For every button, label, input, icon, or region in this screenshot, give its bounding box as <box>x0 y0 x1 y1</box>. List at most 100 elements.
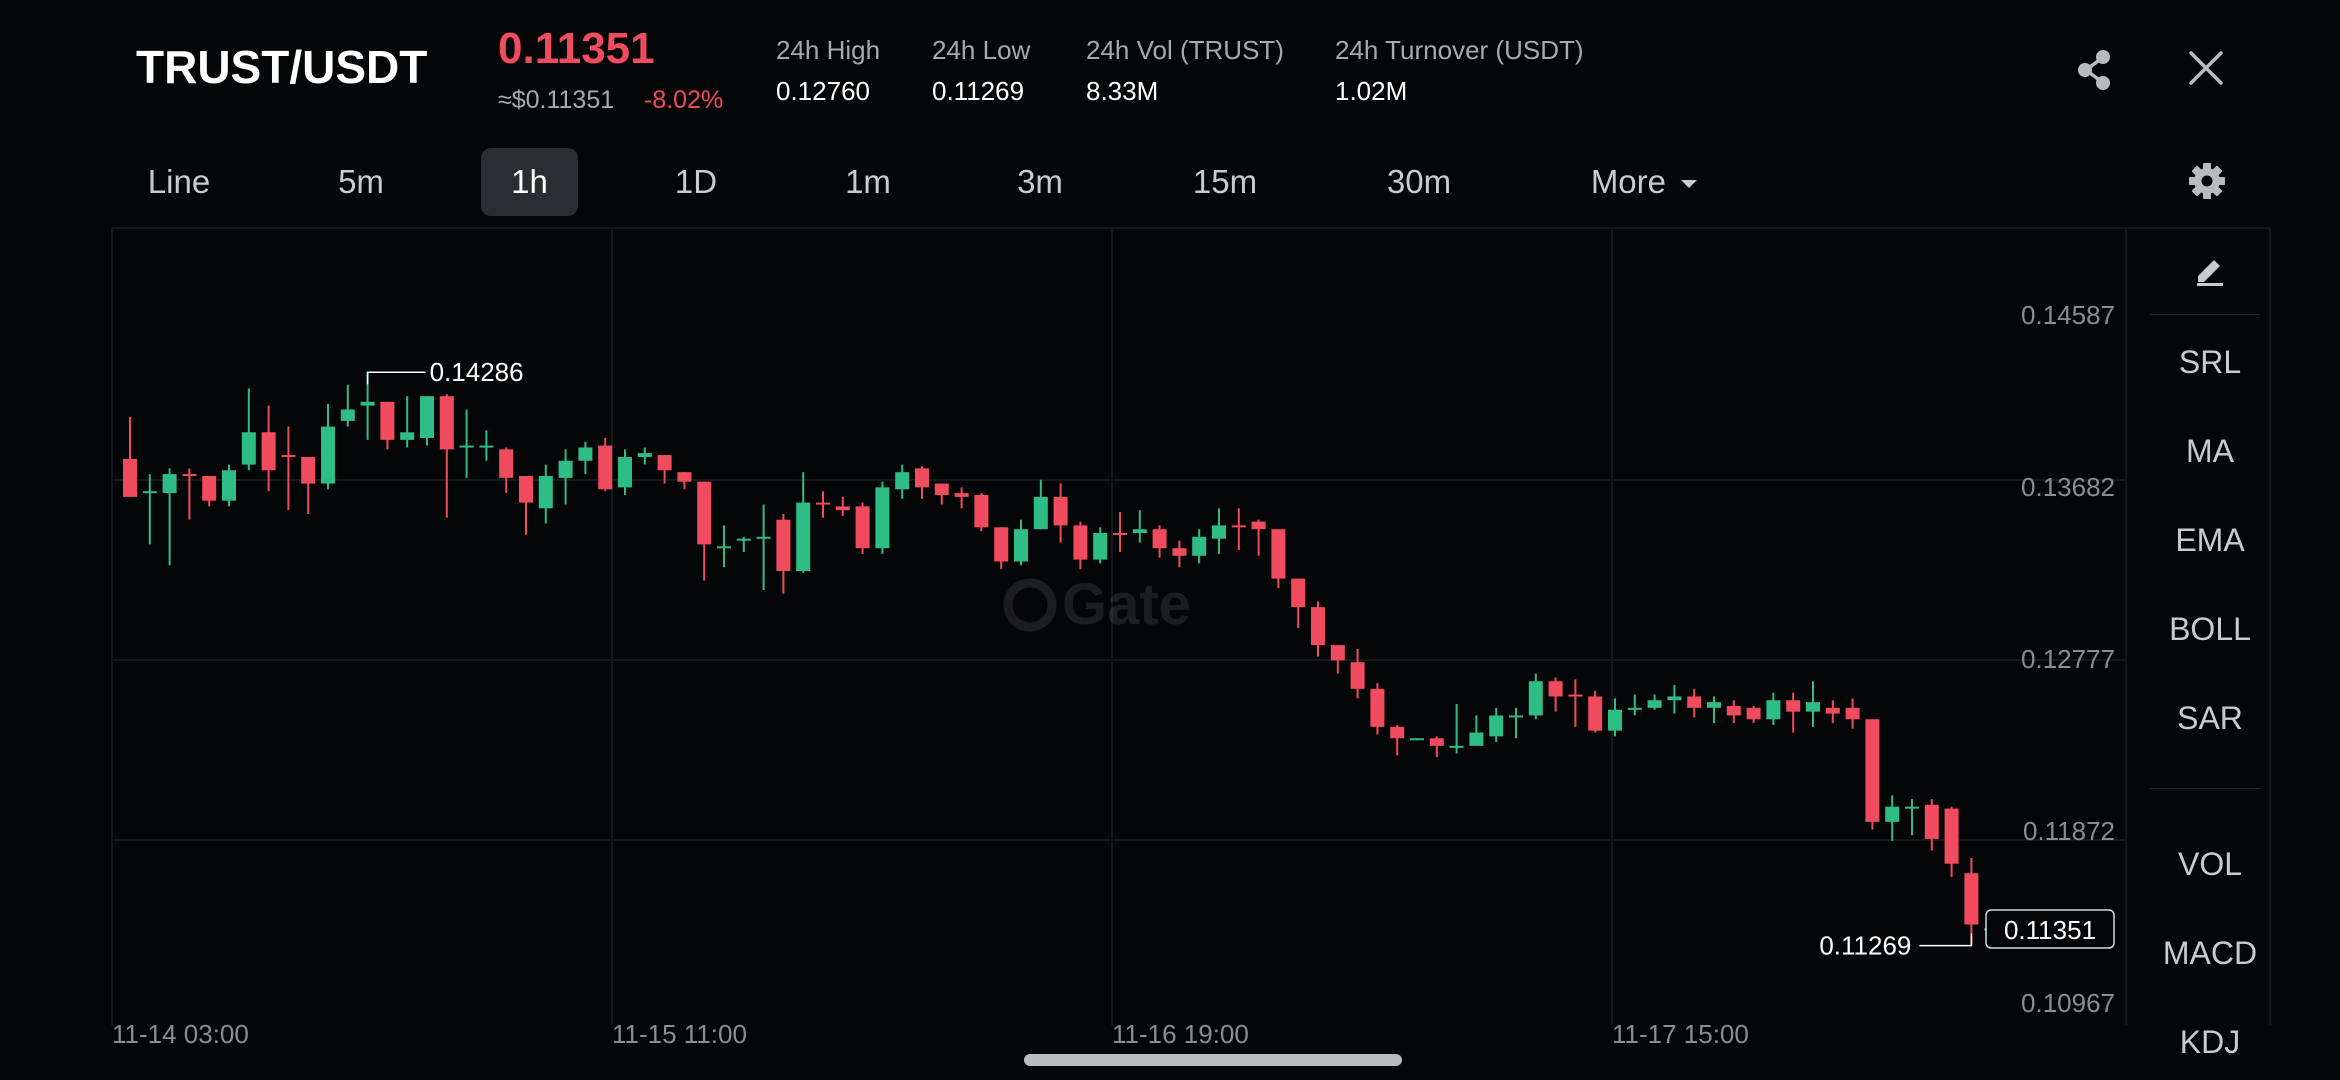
candle-body <box>618 456 632 488</box>
candle-body <box>1410 738 1424 741</box>
candle-body <box>1489 715 1504 737</box>
candle <box>1410 738 1424 741</box>
more-label: More <box>1590 163 1666 200</box>
candle-body <box>360 401 375 406</box>
home-indicator[interactable] <box>1024 1054 1402 1066</box>
indicator-macd[interactable]: MACD <box>2162 935 2258 971</box>
candle <box>855 502 870 554</box>
candle-body <box>1627 707 1642 710</box>
stat-value: 8.33M <box>1086 76 1159 106</box>
candle-body <box>776 519 791 572</box>
candle <box>1687 688 1702 718</box>
stat-label: 24h Turnover (USDT) <box>1335 35 1584 65</box>
candle <box>1568 679 1583 727</box>
candle-body <box>895 472 910 490</box>
candle <box>697 481 712 581</box>
indicator-boll[interactable]: BOLL <box>2169 611 2251 647</box>
candle-body <box>1528 681 1543 716</box>
candle <box>875 481 890 554</box>
candle <box>1390 724 1405 756</box>
candle-body <box>479 445 494 448</box>
candle <box>895 464 910 499</box>
pair-title: TRUST/USDT <box>136 41 428 93</box>
candle-body <box>459 445 474 448</box>
candle <box>499 447 514 494</box>
candle <box>459 409 474 478</box>
price-change: -8.02% <box>644 86 724 114</box>
candle-body <box>875 487 890 549</box>
candle <box>479 430 494 461</box>
candle <box>1152 525 1167 558</box>
candle <box>420 396 434 446</box>
candle <box>1132 510 1147 543</box>
candle-body <box>222 470 236 501</box>
tab-5m[interactable]: 5m <box>338 163 384 200</box>
candle <box>182 468 197 520</box>
x-tick-label: 11-15 11:00 <box>612 1019 747 1049</box>
stat-24h-vol: 24h Vol (TRUST) 8.33M <box>1086 35 1284 107</box>
tab-30m[interactable]: 30m <box>1386 163 1452 200</box>
candle-body <box>1608 709 1622 731</box>
candle-body <box>538 475 553 509</box>
candle-body <box>677 472 692 482</box>
candle-body <box>954 493 969 497</box>
candle <box>301 456 316 514</box>
stat-24h-turnover: 24h Turnover (USDT) 1.02M <box>1335 35 1584 107</box>
candle-body <box>1687 696 1702 708</box>
candle-body <box>994 527 1009 562</box>
candle <box>1528 673 1543 720</box>
tab-1d[interactable]: 1D <box>674 163 718 200</box>
candle <box>1113 512 1127 552</box>
gear-icon[interactable] <box>2186 160 2228 202</box>
indicator-sar[interactable]: SAR <box>2177 700 2243 736</box>
candle <box>1014 519 1028 566</box>
candle-body <box>241 432 256 465</box>
candle-body <box>1370 688 1385 727</box>
share-icon[interactable] <box>2072 48 2120 92</box>
divider <box>2150 314 2260 315</box>
candle <box>439 394 454 518</box>
candle <box>1073 521 1088 570</box>
candle <box>1944 806 1959 877</box>
usd-price: ≈$0.11351 <box>498 86 615 114</box>
caret-down-icon <box>1681 180 1698 189</box>
watermark: Gate <box>1003 572 1191 637</box>
indicator-kdj[interactable]: KDJ <box>2179 1024 2241 1060</box>
tab-1m[interactable]: 1m <box>845 163 891 200</box>
candle-body <box>182 474 197 477</box>
y-tick-label: 0.13682 <box>2021 472 2115 502</box>
stat-label: 24h High <box>776 35 881 65</box>
candle-body <box>1964 873 1979 925</box>
tab-3m[interactable]: 3m <box>1017 163 1063 200</box>
tab-1h[interactable]: 1h <box>481 148 578 216</box>
candles <box>123 371 1999 946</box>
indicator-srl[interactable]: SRL <box>2178 344 2242 380</box>
stat-value: 0.11269 <box>932 76 1025 106</box>
tab-15m[interactable]: 15m <box>1192 163 1258 200</box>
last-price-tag <box>1985 909 2115 949</box>
candle <box>618 449 632 495</box>
candle-body <box>1707 702 1721 708</box>
candle <box>934 483 949 505</box>
candle-body <box>1152 529 1167 549</box>
candle <box>1608 698 1622 737</box>
tab-line[interactable]: Line <box>147 163 211 200</box>
close-icon[interactable] <box>2186 48 2226 88</box>
low-marker-line <box>1919 933 1973 947</box>
indicator-ema[interactable]: EMA <box>2175 522 2245 558</box>
candle-body <box>1251 521 1266 530</box>
more-dropdown[interactable]: More <box>1570 148 1720 216</box>
indicator-vol[interactable]: VOL <box>2177 846 2243 882</box>
candle-body <box>1509 715 1523 718</box>
candle-body <box>519 475 533 503</box>
divider <box>2150 788 2260 789</box>
draw-tool-button[interactable] <box>2140 250 2280 294</box>
candle-body <box>499 449 514 478</box>
candle <box>657 455 672 484</box>
candle-body <box>1429 738 1444 746</box>
stat-value: 0.12760 <box>776 76 870 106</box>
indicator-ma[interactable]: MA <box>2186 433 2234 469</box>
candle <box>1053 483 1068 543</box>
candle <box>994 527 1009 570</box>
